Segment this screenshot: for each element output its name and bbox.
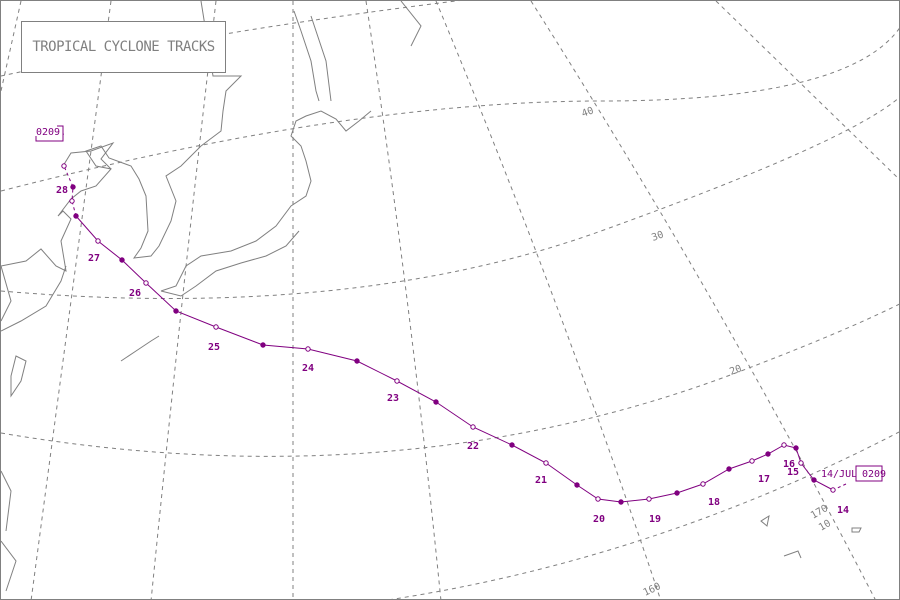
track-point	[674, 490, 680, 496]
track-point	[70, 184, 76, 190]
track-point	[726, 466, 732, 472]
grid-lon-110	[1, 1, 22, 92]
track-point	[119, 257, 125, 263]
track-annotations: 14/JUL 0209 0209.	[35, 125, 886, 482]
day-label-15: 15	[787, 467, 799, 478]
coast-china-south	[1, 265, 67, 332]
coast-japan-honshu	[160, 110, 372, 292]
day-label-16: 16	[783, 459, 795, 470]
coast-taiwan	[10, 355, 27, 398]
day-label-17: 17	[758, 474, 770, 485]
lat-label-20: 20	[728, 363, 743, 377]
track-line	[75, 215, 834, 503]
island-1	[760, 514, 770, 527]
track-point	[595, 496, 601, 502]
map-title: TROPICAL CYCLONE TRACKS	[32, 39, 215, 55]
track-point	[574, 482, 580, 488]
lat-label-10: 10	[817, 518, 833, 534]
coast-philippines	[1, 470, 17, 592]
track-point	[700, 481, 706, 487]
track-point	[213, 324, 219, 330]
track-point	[781, 442, 787, 448]
track-point	[394, 378, 400, 384]
track-point	[433, 399, 439, 405]
track-point	[543, 460, 549, 466]
track-segment-pre	[832, 483, 847, 491]
grid-labels: 40 30 20 10 170 160	[580, 105, 833, 598]
island-3	[851, 527, 862, 533]
track-point	[811, 477, 817, 483]
day-label-20: 20	[593, 514, 605, 525]
day-label-23: 23	[387, 393, 399, 404]
start-date-label: 14/JUL	[821, 469, 857, 480]
day-label-26: 26	[129, 288, 141, 299]
storm-id-box-start	[855, 465, 883, 482]
track-point	[260, 342, 266, 348]
cyclone-track	[61, 163, 847, 505]
track-point	[793, 445, 799, 451]
day-label-25: 25	[208, 342, 220, 353]
track-point	[618, 499, 624, 505]
grid-lon-160	[435, 1, 661, 599]
track-point	[95, 238, 101, 244]
track-point	[470, 424, 476, 430]
coastlines	[1, 1, 862, 592]
track-point	[509, 442, 515, 448]
coast-asia-mainland	[1, 1, 243, 272]
lat-label-40: 40	[580, 105, 595, 119]
grid-lat-10	[390, 431, 899, 599]
day-label-22: 22	[467, 441, 479, 452]
track-point	[798, 460, 804, 466]
track-point	[73, 213, 79, 219]
storm-id-start: 0209	[862, 469, 886, 480]
day-label-14: 14	[837, 505, 849, 516]
storm-id-end: 0209.	[36, 127, 66, 138]
coast-kamchatka	[400, 1, 422, 47]
track-point	[61, 163, 67, 169]
day-label-18: 18	[708, 497, 720, 508]
island-2	[783, 550, 802, 559]
coast-sakhalin	[293, 10, 332, 102]
day-label-27: 27	[88, 253, 100, 264]
grid-lon-150	[365, 1, 442, 599]
grid-lon-120	[30, 1, 112, 599]
track-point	[646, 496, 652, 502]
track-point	[143, 280, 149, 286]
map-title-box: TROPICAL CYCLONE TRACKS	[21, 21, 226, 73]
grid-lat-30	[1, 97, 899, 299]
coast-japan-south	[160, 230, 300, 297]
coast-korea-left	[62, 141, 115, 170]
track-point	[749, 458, 755, 464]
day-label-19: 19	[649, 514, 661, 525]
track-point	[69, 198, 75, 204]
day-label-24: 24	[302, 363, 314, 374]
track-point	[830, 487, 836, 493]
grid-lon-180	[715, 1, 899, 180]
day-label-28: 28	[56, 185, 68, 196]
day-label-21: 21	[535, 475, 547, 486]
lat-label-30: 30	[650, 229, 665, 243]
grid-lon-130	[150, 1, 217, 599]
track-point	[173, 308, 179, 314]
track-point	[765, 451, 771, 457]
storm-id-box-end	[35, 125, 64, 142]
grid-lat-40	[1, 27, 899, 192]
track-point	[305, 346, 311, 352]
track-segment-extratropical	[63, 165, 77, 217]
track-point	[354, 358, 360, 364]
coast-ryukyu	[120, 335, 160, 362]
